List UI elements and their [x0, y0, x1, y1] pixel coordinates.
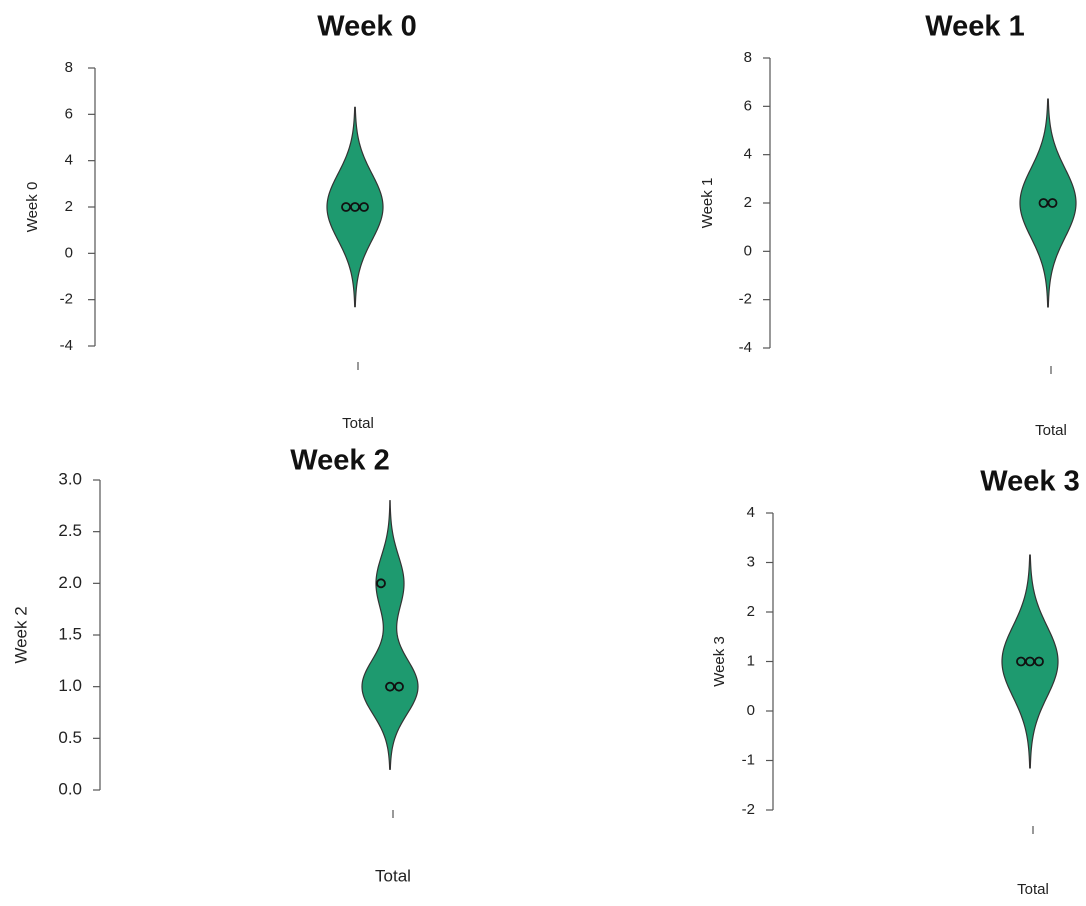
x-tick-label: Total	[1017, 881, 1049, 898]
data-point	[1034, 656, 1044, 667]
y-tick-label: -2	[742, 801, 755, 818]
chart-title: Week 0	[317, 11, 416, 43]
y-tick-label: -2	[60, 291, 73, 308]
y-tick-label: 2	[65, 198, 73, 215]
y-tick-label: 0	[65, 244, 73, 261]
x-tick-label: Total	[342, 415, 374, 432]
data-point	[1047, 198, 1058, 208]
y-tick-label: -4	[739, 339, 752, 356]
violin	[361, 500, 419, 770]
y-tick-label: 0.5	[58, 728, 82, 747]
y-tick-label: 1.0	[58, 676, 82, 695]
y-tick-label: 6	[744, 97, 752, 114]
y-tick-label: 0.0	[58, 779, 82, 798]
data-point	[394, 681, 404, 692]
violin	[1001, 554, 1059, 769]
data-point	[376, 578, 386, 589]
y-tick-label: 4	[744, 146, 752, 163]
y-tick-label: 3.0	[58, 469, 82, 488]
x-tick-label: Total	[1035, 422, 1067, 439]
y-tick-label: 0	[747, 702, 755, 719]
data-point	[385, 681, 395, 692]
violin	[326, 106, 384, 308]
chart-title: Week 1	[925, 11, 1024, 43]
y-tick-label: 4	[65, 152, 73, 169]
y-axis-label: Week 1	[699, 178, 716, 229]
y-tick-label: 0	[744, 242, 752, 259]
x-tick-label: Total	[375, 866, 411, 885]
y-tick-label: 8	[65, 59, 73, 76]
y-axis-label: Week 0	[24, 182, 41, 233]
y-axis-label: Week 3	[711, 636, 728, 687]
y-tick-label: 3	[747, 553, 755, 570]
y-tick-label: 6	[65, 105, 73, 122]
y-axis-label: Week 2	[11, 606, 30, 663]
y-tick-label: 8	[744, 49, 752, 66]
y-tick-label: -2	[739, 291, 752, 308]
chart-title: Week 3	[980, 466, 1079, 498]
y-tick-label: 1	[747, 652, 755, 669]
y-tick-label: 4	[747, 504, 755, 521]
data-point	[341, 202, 351, 212]
data-point	[1016, 656, 1026, 667]
data-point	[1025, 656, 1035, 667]
chart-title: Week 2	[290, 445, 389, 477]
y-tick-label: 2.0	[58, 573, 82, 592]
y-tick-label: -4	[60, 337, 73, 354]
y-tick-label: 2	[744, 194, 752, 211]
data-point	[359, 202, 369, 212]
y-tick-label: 1.5	[58, 624, 82, 643]
y-tick-label: 2.5	[58, 521, 82, 540]
data-point	[1038, 198, 1049, 208]
y-tick-label: 2	[747, 603, 755, 620]
data-point	[350, 202, 360, 212]
y-tick-label: -1	[742, 751, 755, 768]
